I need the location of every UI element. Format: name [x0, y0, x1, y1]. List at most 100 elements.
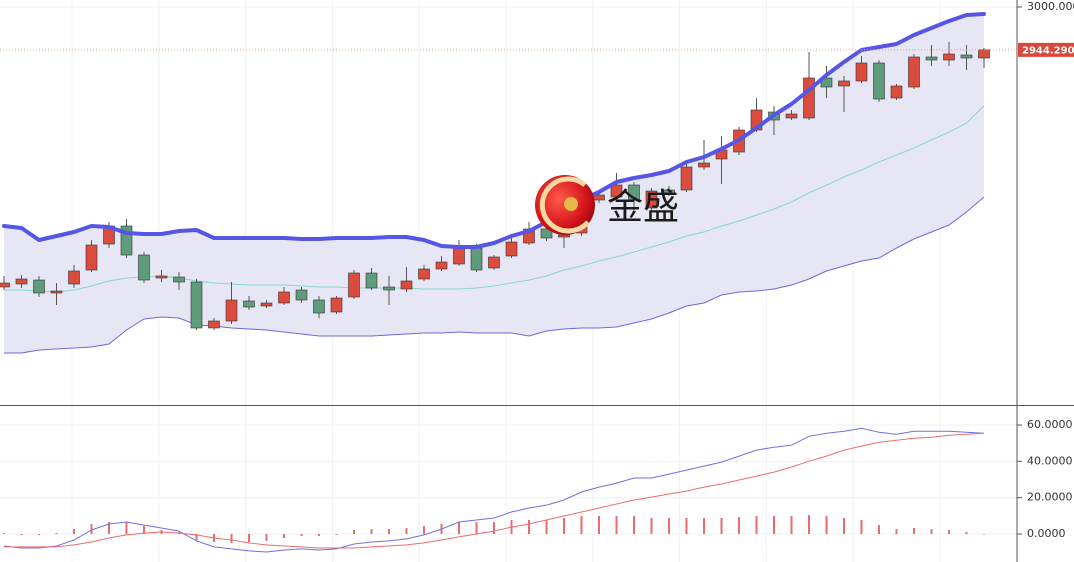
histogram-bar [930, 529, 933, 535]
histogram-bar [405, 528, 408, 535]
candle-body [540, 228, 553, 239]
last-price-box [1018, 42, 1074, 57]
candle-body [890, 85, 903, 99]
candle-body [785, 113, 798, 119]
histogram-bar [125, 522, 128, 535]
histogram-bar [283, 534, 285, 539]
histogram-bar [73, 529, 75, 535]
histogram-bar [353, 530, 355, 535]
candle-body [978, 49, 990, 59]
candle-body [698, 162, 710, 168]
histogram-bar [738, 517, 740, 535]
histogram-bar [843, 518, 845, 535]
histogram-bar [983, 534, 985, 535]
candle-body [418, 268, 430, 280]
histogram-bar [860, 520, 863, 535]
histogram-bar [615, 516, 618, 535]
histogram-bar [143, 526, 145, 535]
histogram-bar [20, 534, 23, 536]
histogram-bar [563, 518, 565, 535]
histogram-bar [545, 520, 548, 535]
histogram-bar [755, 516, 758, 535]
histogram-bar [230, 534, 233, 543]
histogram-bar [423, 526, 425, 535]
candle-body [855, 62, 868, 82]
candle-body [225, 299, 238, 322]
candle-body [453, 246, 465, 265]
histogram-bar [703, 518, 705, 535]
histogram-bar [633, 516, 635, 535]
last-price-label: 2944.290 [1022, 45, 1074, 56]
candle-body [190, 281, 203, 329]
histogram-bar [720, 518, 723, 535]
band-middle [4, 105, 985, 293]
plot [0, 12, 1017, 553]
candle-body [470, 247, 483, 271]
logo-dot [564, 197, 578, 211]
candle-body [435, 261, 448, 270]
candle-body [803, 77, 815, 119]
candle-body [138, 254, 150, 281]
histogram-bar [458, 522, 460, 535]
y-tick-label: 60.0000 [1027, 418, 1073, 431]
candle-body [505, 241, 518, 257]
histogram-bar [300, 534, 303, 537]
histogram-bar [598, 516, 600, 535]
band-lower [4, 196, 985, 354]
candle-body [50, 290, 63, 294]
y-tick-label: 0.0000 [1027, 527, 1066, 540]
candle-body [943, 53, 955, 61]
candle-body [645, 190, 658, 209]
watermark-text: 金盛 [607, 187, 679, 228]
band-fill [4, 14, 984, 353]
candle-body [330, 297, 343, 313]
histogram-bar [3, 533, 5, 535]
histogram-bar [773, 516, 775, 535]
histogram-bar [965, 532, 968, 535]
y-tick-label: 20.0000 [1027, 491, 1073, 504]
histogram-bar [685, 518, 688, 535]
candle-body [383, 286, 395, 291]
histogram-bar [948, 530, 950, 535]
grid [0, 0, 1017, 562]
histogram-bar [370, 529, 373, 535]
histogram-bar [55, 533, 58, 535]
y-tick-label: 40.0000 [1027, 454, 1073, 467]
candle-body [85, 244, 98, 271]
histogram-bar [248, 534, 250, 543]
histogram-bar [493, 522, 495, 535]
candle-body [313, 299, 325, 314]
histogram-bar [580, 516, 583, 535]
histogram-bar [528, 520, 530, 535]
histogram-bar [668, 518, 670, 535]
candle-body [260, 302, 273, 307]
candle-body [68, 270, 80, 285]
candle-body [348, 272, 360, 298]
candle-body [488, 256, 500, 269]
candle-body [295, 289, 308, 301]
candle-body [820, 77, 833, 88]
watermark: 金盛 [535, 175, 679, 235]
histogram-bar [475, 522, 478, 535]
candle-body [33, 279, 45, 294]
candle-body [243, 300, 255, 308]
candle-body [925, 56, 938, 61]
histogram-bar [265, 534, 268, 541]
candle-body [663, 189, 675, 194]
candle-body [873, 62, 885, 100]
histogram-bar [808, 515, 810, 535]
band-upper [2, 12, 986, 249]
histogram-bar [108, 522, 110, 535]
histogram-bar [90, 524, 93, 535]
candle-body [680, 166, 693, 191]
macd-line [3, 427, 985, 553]
histogram-bar [825, 516, 828, 535]
histogram-bar [388, 529, 390, 535]
histogram-bar [38, 534, 40, 536]
y-tick-label: 3000.0000 [1027, 0, 1074, 13]
histogram-bar [650, 518, 653, 535]
histogram-bar [878, 525, 880, 535]
